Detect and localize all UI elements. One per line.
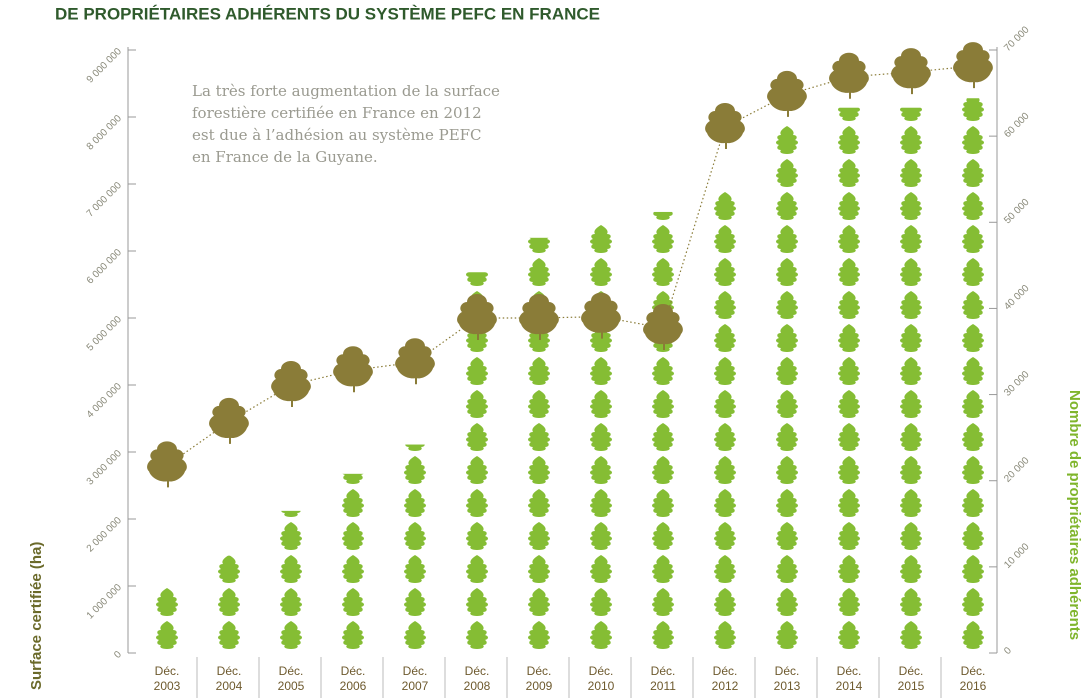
tree-marker: [643, 304, 683, 351]
x-tick-label: Déc. 2008: [463, 664, 491, 693]
x-tick-label: Déc. 2005: [277, 664, 305, 693]
oak-leaf-stack: [818, 107, 880, 654]
y-tick-label: 3 000 000: [85, 448, 125, 488]
y2-tick-label: 40 000: [1002, 283, 1032, 313]
y-tick-label: 9 000 000: [85, 46, 125, 86]
x-tick-label: Déc. 2015: [897, 664, 925, 693]
annotation-line: forestière certifiée en France en 2012: [192, 104, 482, 122]
tree-marker: [705, 103, 745, 150]
annotation-line: en France de la Guyane.: [192, 148, 378, 166]
y-axis-title: Surface certifiée (ha): [28, 542, 45, 690]
x-tick-label: Déc. 2016: [959, 664, 987, 693]
oak-leaf-stack: [136, 587, 198, 653]
chart-title: DE PROPRIÉTAIRES ADHÉRENTS DU SYSTÈME PE…: [55, 4, 600, 23]
x-tick-label: Déc. 2006: [339, 664, 367, 693]
tree-marker: [581, 292, 621, 339]
tree-marker: [147, 441, 187, 488]
tree-marker: [953, 42, 993, 89]
x-tick-label: Déc. 2013: [773, 664, 801, 693]
y2-tick-label: 0: [1002, 645, 1014, 657]
y-tick-label: 0: [112, 649, 124, 661]
y-tick-label: 7 000 000: [85, 180, 125, 220]
oak-leaf-stack: [694, 190, 756, 654]
y-tick-label: 6 000 000: [85, 247, 125, 287]
x-tick-label: Déc. 2004: [215, 664, 243, 693]
tree-marker: [209, 397, 249, 444]
tree-marker: [519, 294, 559, 340]
y2-tick-label: 70 000: [1002, 24, 1032, 54]
x-tick-label: Déc. 2003: [153, 664, 181, 693]
y-tick-label: 8 000 000: [85, 113, 125, 153]
y2-tick-label: 10 000: [1002, 541, 1032, 571]
tree-marker: [829, 52, 869, 99]
tree-marker: [271, 361, 311, 407]
oak-leaf-stack: [198, 555, 260, 653]
x-tick-label: Déc. 2010: [587, 664, 615, 693]
y2-tick-label: 50 000: [1002, 197, 1032, 227]
y2-tick-label: 60 000: [1002, 110, 1032, 140]
oak-leaf-stack: [632, 211, 694, 653]
oak-leaf-stack: [756, 123, 818, 653]
oak-leaf-stack: [880, 107, 942, 654]
y-tick-label: 4 000 000: [85, 381, 125, 421]
y-tick-label: 5 000 000: [85, 314, 125, 354]
tree-marker: [457, 294, 497, 340]
tree-marker: [395, 338, 435, 385]
oak-leaf-stack: [942, 98, 1004, 654]
x-tick-label: Déc. 2014: [835, 664, 863, 693]
oak-leaf-stack: [570, 222, 632, 654]
annotation-line: La très forte augmentation de la surface: [192, 82, 500, 100]
tree-marker: [891, 48, 931, 95]
tree-marker: [767, 70, 807, 117]
oak-leaf-stack: [322, 473, 384, 653]
y-tick-label: 2 000 000: [85, 515, 125, 555]
oak-leaf-stack: [384, 444, 446, 653]
x-tick-label: Déc. 2012: [711, 664, 739, 693]
y-tick-label: 1 000 000: [85, 582, 125, 622]
x-tick-label: Déc. 2007: [401, 664, 429, 693]
y2-tick-label: 20 000: [1002, 455, 1032, 485]
tree-marker: [333, 346, 373, 393]
annotation-line: est due à l’adhésion au système PEFC: [192, 126, 482, 144]
y2-tick-label: 30 000: [1002, 369, 1032, 399]
oak-leaf-stack: [260, 510, 322, 653]
x-tick-label: Déc. 2011: [650, 664, 676, 693]
x-tick-label: Déc. 2009: [525, 664, 553, 693]
y2-axis-title: Nombre de propriétaires adhérents: [1066, 390, 1083, 640]
